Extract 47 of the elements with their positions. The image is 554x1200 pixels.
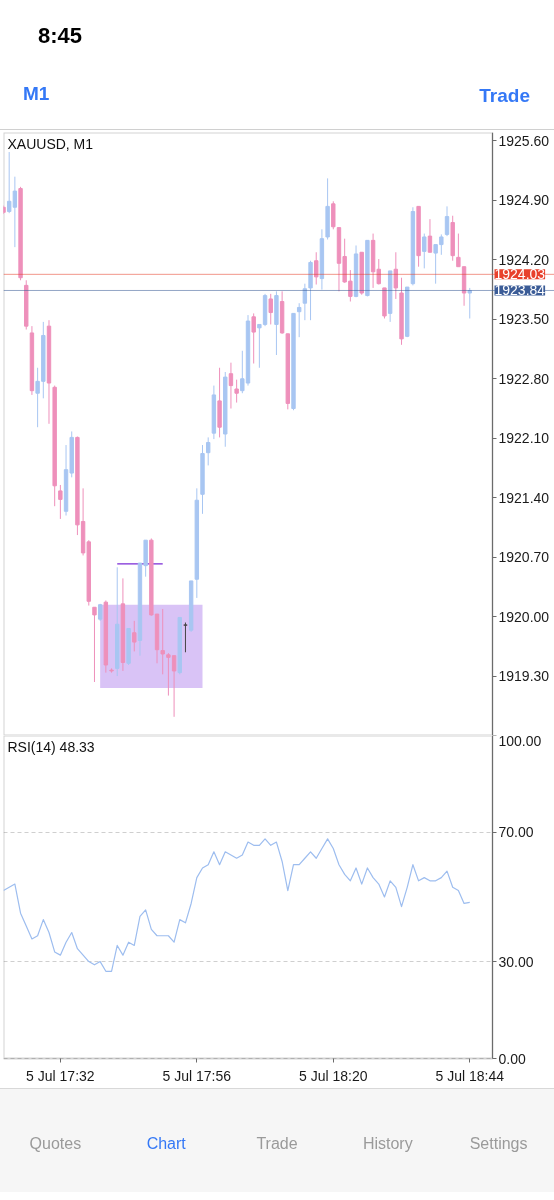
chart-title: RSI(14) 48.33: [7, 738, 95, 755]
text: 8:45: [38, 22, 83, 50]
x-tick-label: 5 Jul 17:32: [26, 1067, 95, 1084]
text: Quotes: [28, 1134, 83, 1154]
candlestick: [132, 620, 137, 652]
candlestick: [205, 436, 211, 466]
x-tick-label: 5 Jul 17:56: [162, 1067, 232, 1084]
chart-title: XAUUSD, M1: [7, 135, 94, 152]
text: Trade: [479, 84, 530, 108]
text: Trade: [255, 1134, 299, 1154]
x-tick-label: 5 Jul 18:44: [435, 1067, 505, 1084]
y-tick-label: 100.00: [498, 732, 542, 749]
candlestick: [268, 293, 273, 325]
y-tick-label: 1924.20: [498, 251, 550, 268]
y-tick-label: 1922.80: [498, 370, 550, 387]
ref-line-label: 1924.03: [494, 266, 546, 283]
text: History: [361, 1134, 414, 1154]
y-tick-label: 30.00: [498, 953, 534, 970]
text: Settings: [468, 1134, 529, 1154]
text: M1: [23, 82, 50, 106]
candlestick: [302, 283, 308, 321]
y-tick-label: 1925.60: [498, 132, 550, 149]
candlestick: [393, 251, 399, 300]
candlestick: [422, 233, 427, 269]
y-tick-label: 1919.30: [498, 668, 550, 685]
candlestick: [314, 251, 319, 286]
text: Chart: [145, 1134, 187, 1154]
y-tick-label: 1924.90: [498, 192, 550, 209]
candlestick: [444, 205, 450, 237]
candlestick: [467, 287, 472, 319]
y-tick-label: 0.00: [498, 1050, 526, 1067]
candlestick: [251, 312, 256, 365]
x-tick-label: 5 Jul 18:20: [299, 1067, 368, 1084]
y-tick-label: 1920.70: [498, 549, 550, 566]
candlestick: [331, 200, 336, 230]
candlestick: [234, 379, 239, 404]
y-tick-label: 70.00: [498, 824, 534, 841]
y-tick-label: 1921.40: [498, 489, 550, 506]
candlestick: [427, 218, 433, 253]
candlestick: [296, 302, 302, 338]
candlestick: [228, 362, 234, 410]
y-tick-label: 1920.00: [498, 608, 550, 625]
candlestick: [58, 484, 63, 520]
ref-line-label: 1923.84: [494, 282, 546, 299]
y-tick-label: 1923.50: [498, 311, 550, 328]
candlestick: [92, 606, 97, 683]
y-tick-label: 1922.10: [498, 430, 550, 447]
